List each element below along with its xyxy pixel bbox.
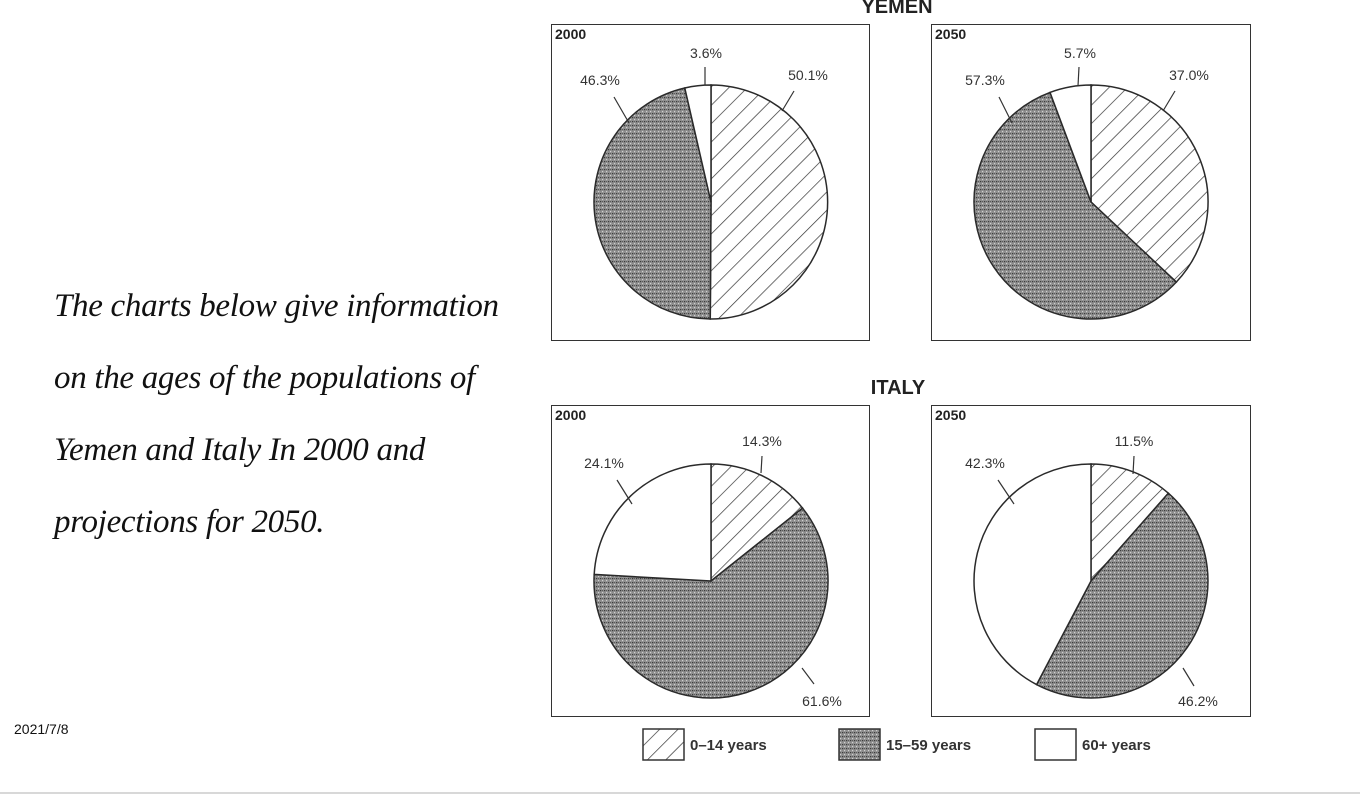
pie-slice-15-59-years [1035,492,1209,699]
pie-slice-60plus-years [973,463,1092,686]
pie-slice-15-59-years [973,91,1178,320]
leader-line [998,96,1013,124]
pie-svg: 11.5% 46.2% 42.3% [965,433,1218,709]
pie-svg: 14.3% 61.6% 24.1% [584,433,842,709]
slice-percent-label: 57.3% [965,72,1005,88]
hatch-swatch-icon [642,728,685,761]
prompt-line: projections for 2050. [54,504,325,540]
slice-percent-label: 61.6% [802,693,842,709]
leader-line [1077,66,1080,87]
slice-percent-label: 3.6% [690,45,722,61]
prompt-line: The charts below give information [54,288,499,324]
slide-date: 2021/7/8 [14,721,69,737]
pie-svg: 37.0% 57.3% 5.7% [965,45,1209,320]
pie-slice-60plus-years [683,84,712,203]
chart-year-label: 2000 [555,407,587,423]
pie-chart-yemen-2050: 37.0% 57.3% 5.7% 2050 [931,24,1251,341]
pie-slice-15-59-years [593,507,829,699]
pie-chart-italy-2000: 14.3% 61.6% 24.1% 2000 [551,405,870,717]
slice-percent-label: 11.5% [1115,433,1154,449]
slice-percent-label: 14.3% [742,433,782,449]
leader-line [1182,667,1195,687]
leader-line [613,96,630,124]
pie-slice-60plus-years [1049,84,1092,203]
slice-percent-label: 42.3% [965,455,1005,471]
white-swatch-icon [1034,728,1077,761]
leader-line [781,90,795,112]
prompt-text: The charts below give information on the… [54,270,544,558]
legend-label: 60+ years [1082,737,1151,754]
legend-label: 0–14 years [690,737,767,754]
country-title-italy: ITALY [870,377,926,399]
prompt-line: on the ages of the populations of [54,360,475,396]
pie-chart-yemen-2000: 50.1% 46.3% 3.6% 2000 [551,24,870,341]
pie-slice-0-14-years [1090,84,1209,284]
chart-year-label: 2000 [555,26,587,42]
pie-slice-0-14-years [709,84,829,320]
prompt-line: Yemen and Italy In 2000 and [54,432,426,468]
pie-slice-60plus-years [593,463,712,582]
leader-line [760,455,763,474]
leader-line [801,667,815,685]
leader-line [1132,455,1135,475]
slice-percent-label: 46.2% [1178,693,1218,709]
pie-svg: 50.1% 46.3% 3.6% [580,45,829,320]
leader-line [1162,90,1176,112]
pie-slice-0-14-years [710,463,804,583]
pie-slice-15-59-years [593,87,712,320]
footer-divider [0,792,1360,794]
leader-line [997,479,1015,505]
leader-line [616,479,633,505]
pie-chart-italy-2050: 11.5% 46.2% 42.3% 2050 [931,405,1251,717]
legend-label: 15–59 years [886,737,972,754]
dotted-swatch-icon [838,728,881,761]
slice-percent-label: 24.1% [584,455,624,471]
chart-year-label: 2050 [935,26,967,42]
pie-slice-0-14-years [1090,463,1170,583]
slice-percent-label: 46.3% [580,72,620,88]
slice-percent-label: 50.1% [788,67,828,83]
country-title-yemen: YEMEN [861,0,933,18]
slice-percent-label: 5.7% [1064,45,1096,61]
slice-percent-label: 37.0% [1169,67,1209,83]
chart-year-label: 2050 [935,407,967,423]
